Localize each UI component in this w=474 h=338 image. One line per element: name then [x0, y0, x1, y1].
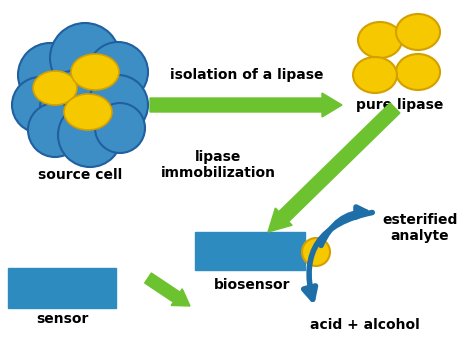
Bar	[195, 232, 305, 270]
FancyArrow shape	[268, 103, 400, 232]
FancyArrow shape	[145, 273, 190, 306]
Ellipse shape	[358, 22, 402, 58]
Circle shape	[50, 23, 120, 93]
Text: lipase
immobilization: lipase immobilization	[161, 150, 275, 180]
Circle shape	[18, 43, 82, 107]
Text: biosensor: biosensor	[214, 278, 290, 292]
Text: pure lipase: pure lipase	[356, 98, 444, 112]
Circle shape	[58, 103, 122, 167]
Circle shape	[40, 70, 116, 146]
Circle shape	[12, 77, 68, 133]
Ellipse shape	[71, 54, 119, 90]
Ellipse shape	[353, 57, 397, 93]
Ellipse shape	[33, 71, 77, 105]
Ellipse shape	[396, 54, 440, 90]
Text: esterified
analyte: esterified analyte	[383, 213, 458, 243]
Circle shape	[88, 75, 148, 135]
FancyArrow shape	[150, 93, 342, 117]
Text: isolation of a lipase: isolation of a lipase	[170, 68, 324, 82]
Text: sensor: sensor	[36, 312, 88, 326]
Ellipse shape	[302, 238, 330, 266]
Text: acid + alcohol: acid + alcohol	[310, 318, 420, 332]
Ellipse shape	[64, 94, 112, 130]
Circle shape	[95, 103, 145, 153]
Ellipse shape	[396, 14, 440, 50]
Text: source cell: source cell	[38, 168, 122, 182]
Circle shape	[28, 103, 82, 157]
Circle shape	[88, 42, 148, 102]
Bar	[8, 268, 116, 308]
